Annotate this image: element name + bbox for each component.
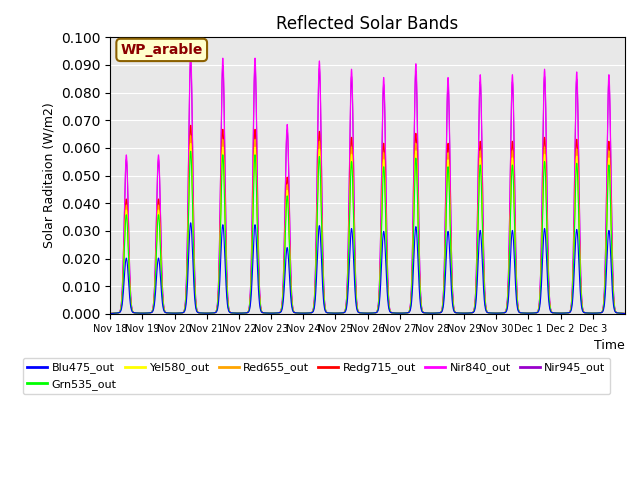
Nir945_out [547, 308, 555, 314]
Nir945_out [621, 311, 629, 316]
Red655_out [509, 149, 516, 155]
Nir840_out [414, 166, 422, 171]
Nir840_out [387, 309, 394, 314]
Grn535_out [414, 220, 422, 226]
Grn535_out [534, 309, 541, 315]
Yel580_out [387, 309, 394, 315]
Nir945_out [509, 80, 516, 86]
Redg715_out [509, 139, 516, 145]
Yel580_out [187, 141, 195, 146]
Grn535_out [621, 311, 629, 316]
Nir840_out [187, 49, 195, 55]
Nir840_out [547, 308, 555, 314]
Nir945_out [534, 309, 541, 314]
Line: Red655_out: Red655_out [110, 136, 625, 313]
Grn535_out [509, 163, 516, 168]
Y-axis label: Solar Raditaion (W/m2): Solar Raditaion (W/m2) [42, 103, 56, 249]
Red655_out [621, 311, 629, 316]
Redg715_out [187, 122, 195, 128]
Yel580_out [621, 311, 629, 316]
Line: Redg715_out: Redg715_out [110, 125, 625, 313]
Red655_out [414, 212, 422, 217]
Nir840_out [534, 309, 541, 314]
Redg715_out [106, 311, 114, 316]
Line: Nir840_out: Nir840_out [110, 52, 625, 313]
Line: Yel580_out: Yel580_out [110, 144, 625, 313]
Nir945_out [414, 170, 422, 176]
Redg715_out [621, 311, 629, 316]
Blu475_out [547, 309, 555, 315]
X-axis label: Time: Time [595, 339, 625, 352]
Nir945_out [187, 58, 195, 63]
Grn535_out [106, 311, 114, 316]
Grn535_out [387, 309, 394, 315]
Red655_out [387, 309, 394, 315]
Nir840_out [213, 304, 221, 310]
Redg715_out [547, 309, 555, 314]
Red655_out [213, 306, 221, 312]
Redg715_out [213, 306, 221, 312]
Yel580_out [213, 306, 221, 312]
Grn535_out [213, 306, 221, 312]
Blu475_out [534, 309, 541, 315]
Blu475_out [509, 228, 516, 234]
Redg715_out [387, 309, 394, 315]
Red655_out [534, 309, 541, 315]
Nir840_out [509, 73, 516, 79]
Grn535_out [547, 309, 555, 314]
Yel580_out [509, 156, 516, 161]
Nir945_out [387, 309, 394, 314]
Yel580_out [414, 216, 422, 222]
Text: WP_arable: WP_arable [120, 43, 203, 57]
Nir945_out [213, 304, 221, 310]
Redg715_out [414, 206, 422, 212]
Blu475_out [106, 311, 114, 316]
Redg715_out [534, 309, 541, 314]
Yel580_out [547, 309, 555, 314]
Nir840_out [106, 311, 114, 316]
Line: Nir945_out: Nir945_out [110, 60, 625, 313]
Blu475_out [187, 220, 195, 226]
Grn535_out [187, 148, 195, 154]
Nir945_out [106, 311, 114, 316]
Blu475_out [387, 310, 394, 315]
Nir840_out [621, 311, 629, 316]
Yel580_out [534, 309, 541, 315]
Title: Reflected Solar Bands: Reflected Solar Bands [276, 15, 459, 33]
Red655_out [547, 309, 555, 314]
Yel580_out [106, 311, 114, 316]
Red655_out [106, 311, 114, 316]
Blu475_out [621, 311, 629, 316]
Line: Blu475_out: Blu475_out [110, 223, 625, 313]
Blu475_out [414, 260, 422, 266]
Legend: Blu475_out, Grn535_out, Yel580_out, Red655_out, Redg715_out, Nir840_out, Nir945_: Blu475_out, Grn535_out, Yel580_out, Red6… [22, 358, 610, 395]
Blu475_out [213, 308, 221, 313]
Line: Grn535_out: Grn535_out [110, 151, 625, 313]
Red655_out [187, 133, 195, 139]
